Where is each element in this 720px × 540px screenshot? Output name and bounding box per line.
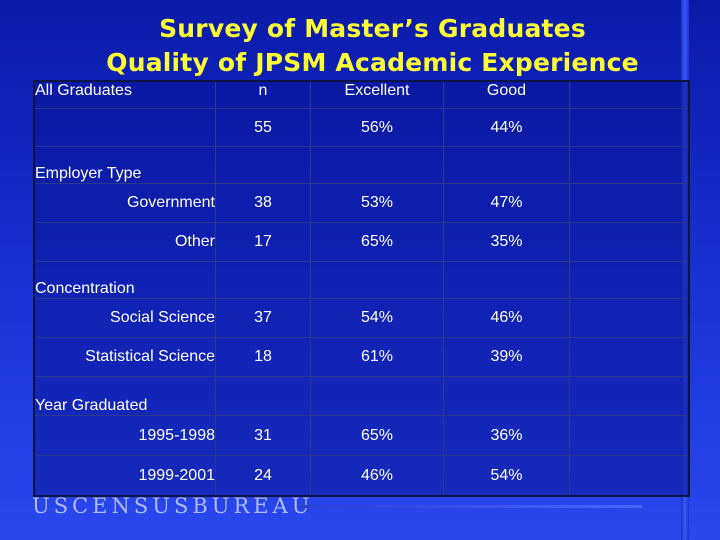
empty-cell <box>569 108 690 147</box>
empty-cell <box>310 146 444 184</box>
header-n: n <box>215 80 311 109</box>
cell-good: 47% <box>443 183 570 223</box>
cell-n: 37 <box>215 298 311 338</box>
footer-rule <box>297 505 642 508</box>
empty-cell <box>215 376 311 416</box>
all-good: 44% <box>443 108 570 147</box>
empty-cell <box>215 261 311 299</box>
cell-n: 24 <box>215 455 311 497</box>
table-row: 1995-1998 31 65% 36% <box>33 415 690 456</box>
empty-cell <box>569 222 690 262</box>
empty-cell <box>569 455 690 497</box>
cell-good: 35% <box>443 222 570 262</box>
table-row: Other 17 65% 35% <box>33 222 690 262</box>
cell-excellent: 54% <box>310 298 444 338</box>
table-row-all: 55 56% 44% <box>33 108 690 147</box>
cell-good: 36% <box>443 415 570 456</box>
slide-title: Survey of Master’s Graduates Quality of … <box>0 12 720 80</box>
empty-cell <box>215 146 311 184</box>
header-empty <box>569 80 690 109</box>
table-row: 1999-2001 24 46% 54% <box>33 455 690 497</box>
cell-excellent: 65% <box>310 415 444 456</box>
header-good: Good <box>443 80 570 109</box>
empty-cell <box>443 376 570 416</box>
empty-cell <box>310 376 444 416</box>
table-header-row: All Graduates n Excellent Good <box>33 80 690 109</box>
section-label-year: Year Graduated <box>33 376 216 416</box>
table-row: Government 38 53% 47% <box>33 183 690 223</box>
cell-excellent: 46% <box>310 455 444 497</box>
empty-cell <box>569 376 690 416</box>
row-label-government: Government <box>33 183 216 223</box>
empty-cell <box>569 146 690 184</box>
row-label-1999-2001: 1999-2001 <box>33 455 216 497</box>
cell-good: 46% <box>443 298 570 338</box>
header-excellent: Excellent <box>310 80 444 109</box>
table-row: Statistical Science 18 61% 39% <box>33 337 690 377</box>
all-n: 55 <box>215 108 311 147</box>
empty-cell <box>443 146 570 184</box>
cell-good: 54% <box>443 455 570 497</box>
empty-cell <box>310 261 444 299</box>
section-row-concentration: Concentration <box>33 261 690 299</box>
header-all-graduates: All Graduates <box>33 80 216 109</box>
cell-n: 38 <box>215 183 311 223</box>
row-label-statistical-science: Statistical Science <box>33 337 216 377</box>
cell-n: 31 <box>215 415 311 456</box>
table-row: Social Science 37 54% 46% <box>33 298 690 338</box>
title-line-2: Quality of JPSM Academic Experience <box>106 48 639 77</box>
cell-excellent: 61% <box>310 337 444 377</box>
title-line-1: Survey of Master’s Graduates <box>159 14 586 43</box>
cell-excellent: 65% <box>310 222 444 262</box>
cell-n: 18 <box>215 337 311 377</box>
empty-cell <box>569 261 690 299</box>
section-row-employer: Employer Type <box>33 146 690 184</box>
survey-table: All Graduates n Excellent Good 55 56% 44… <box>33 80 690 497</box>
empty-cell <box>569 337 690 377</box>
cell-n: 17 <box>215 222 311 262</box>
section-label-concentration: Concentration <box>33 261 216 299</box>
empty-cell <box>443 261 570 299</box>
cell-good: 39% <box>443 337 570 377</box>
row-label-other: Other <box>33 222 216 262</box>
all-label-cell <box>33 108 216 147</box>
all-excellent: 56% <box>310 108 444 147</box>
row-label-1995-1998: 1995-1998 <box>33 415 216 456</box>
cell-excellent: 53% <box>310 183 444 223</box>
empty-cell <box>569 415 690 456</box>
empty-cell <box>569 183 690 223</box>
section-label-employer: Employer Type <box>33 146 216 184</box>
row-label-social-science: Social Science <box>33 298 216 338</box>
census-bureau-logo: USCENSUSBUREAU <box>32 494 314 518</box>
empty-cell <box>569 298 690 338</box>
section-row-year: Year Graduated <box>33 376 690 416</box>
